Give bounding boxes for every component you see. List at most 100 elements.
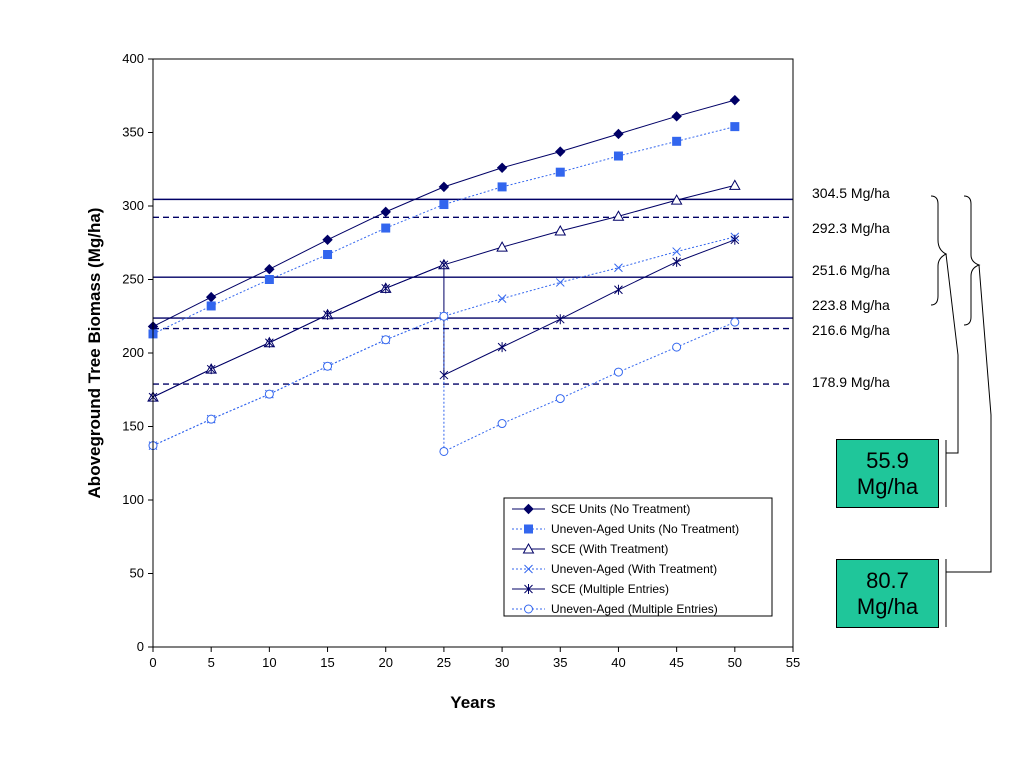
x-tick-label: 55: [786, 655, 800, 670]
x-tick-label: 5: [208, 655, 215, 670]
legend-label: Uneven-Aged Units (No Treatment): [551, 522, 739, 536]
data-point: [265, 337, 274, 348]
data-point: [206, 364, 216, 375]
data-point: [323, 250, 333, 260]
data-point: [555, 278, 565, 287]
x-tick-label: 40: [611, 655, 625, 670]
data-point: [381, 223, 391, 233]
data-point: [323, 361, 333, 371]
y-tick-label: 50: [130, 566, 144, 581]
data-point: [380, 206, 391, 218]
data-point: [438, 181, 450, 193]
grouping-braces: [930, 195, 992, 627]
reference-lines: [153, 198, 793, 385]
data-point: [439, 446, 449, 456]
data-point: [729, 94, 741, 106]
data-point: [323, 309, 332, 320]
data-point: [322, 234, 333, 246]
legend-box: [503, 497, 773, 617]
series-lines: [152, 99, 736, 453]
data-point: [728, 179, 741, 190]
data-point: [497, 342, 507, 353]
data-point: [672, 136, 682, 146]
data-point: [554, 224, 567, 236]
x-tick-label: 30: [495, 655, 509, 670]
legend-label: Uneven-Aged (With Treatment): [551, 562, 717, 576]
reference-label: 223.8 Mg/ha: [812, 297, 890, 313]
data-point: [497, 182, 507, 192]
data-point: [522, 542, 535, 554]
legend: SCE Units (No Treatment) Uneven-Aged Unit…: [503, 497, 773, 617]
data-point: [613, 128, 624, 140]
legend-label: SCE Units (No Treatment): [551, 502, 690, 516]
data-point: [524, 584, 533, 594]
data-point: [555, 314, 565, 325]
y-tick-label: 250: [122, 272, 144, 287]
data-point: [613, 367, 623, 377]
data-point: [672, 256, 681, 267]
data-point: [555, 167, 565, 177]
reference-label: 216.6 Mg/ha: [812, 322, 890, 338]
data-point: [439, 259, 449, 270]
reference-label: 251.6 Mg/ha: [812, 262, 890, 278]
data-point: [523, 503, 534, 515]
data-point: [497, 294, 507, 303]
data-point: [730, 234, 740, 245]
x-tick-label: 25: [437, 655, 451, 670]
y-tick-label: 200: [122, 345, 144, 360]
x-axis-title: Years: [450, 693, 495, 712]
y-tick-label: 350: [122, 125, 144, 140]
data-point: [555, 394, 565, 404]
data-point: [439, 200, 449, 210]
connector-inner: [945, 253, 959, 454]
data-point: [614, 263, 623, 273]
data-point: [496, 241, 508, 252]
data-point: [206, 301, 216, 311]
x-tick-label: 10: [262, 655, 276, 670]
x-tick-label: 20: [378, 655, 392, 670]
data-point: [613, 151, 623, 161]
data-point: [612, 210, 625, 221]
data-point: [730, 122, 740, 132]
connector-outer: [946, 264, 992, 573]
data-point: [524, 564, 533, 574]
data-point: [439, 311, 449, 321]
y-axis: 0 50 100 150 200 250 300 350 400: [122, 51, 153, 654]
data-point: [439, 370, 449, 381]
series-markers: [147, 94, 741, 456]
callout-unit-1: Mg/ha: [856, 473, 919, 499]
x-tick-label: 35: [553, 655, 567, 670]
y-tick-label: 0: [137, 639, 144, 654]
x-tick-label: 50: [728, 655, 742, 670]
data-point: [671, 111, 682, 122]
data-point: [524, 604, 533, 614]
data-point: [672, 342, 682, 352]
x-tick-label: 0: [149, 655, 156, 670]
reference-label: 304.5 Mg/ha: [812, 185, 890, 201]
x-tick-label: 15: [320, 655, 334, 670]
legend-label: SCE (Multiple Entries): [551, 582, 669, 596]
reference-label: 178.9 Mg/ha: [812, 374, 890, 390]
data-point: [264, 264, 275, 275]
data-point: [497, 419, 507, 429]
data-point: [496, 162, 508, 173]
data-point: [614, 284, 623, 295]
series-line: [152, 315, 736, 453]
data-point: [381, 335, 391, 345]
data-point: [670, 194, 683, 205]
y-tick-label: 400: [122, 51, 144, 66]
y-tick-label: 150: [122, 419, 144, 434]
callout-value-1: 55.9: [866, 447, 909, 473]
data-point: [205, 291, 217, 303]
data-point: [730, 317, 740, 327]
reference-labels: 304.5 Mg/ha 292.3 Mg/ha 251.6 Mg/ha 223.8 M…: [812, 185, 890, 390]
data-point: [381, 283, 391, 294]
outer-brace: [963, 195, 981, 326]
reference-label: 292.3 Mg/ha: [812, 220, 890, 236]
callout-value-2: 80.7: [866, 567, 909, 593]
y-tick-label: 100: [122, 492, 144, 507]
inner-brace: [930, 195, 948, 306]
data-point: [264, 389, 274, 399]
callout-unit-2: Mg/ha: [856, 593, 919, 619]
